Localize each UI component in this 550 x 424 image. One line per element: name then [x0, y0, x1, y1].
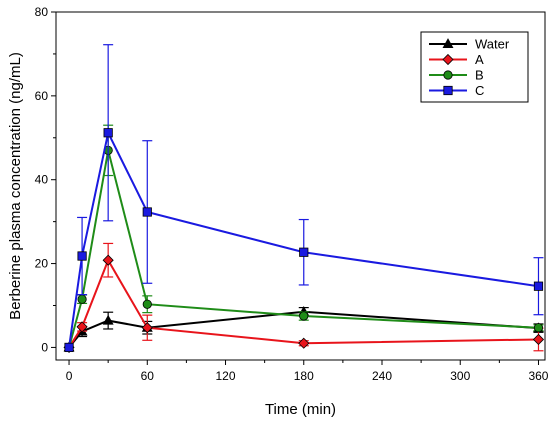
legend-entry-b: B: [429, 68, 484, 83]
series-line: [68, 129, 539, 348]
legend-label: Water: [475, 37, 510, 52]
legend-marker: [442, 38, 454, 48]
x-tick-label: 360: [528, 369, 548, 383]
legend-label: C: [475, 83, 484, 98]
legend-entry-water: Water: [429, 37, 510, 52]
legend-label: B: [475, 68, 484, 83]
data-point: [76, 321, 88, 333]
data-point: [533, 323, 544, 333]
y-tick-label: 20: [35, 257, 49, 271]
series-line: [68, 150, 539, 348]
x-axis-title: Time (min): [265, 401, 336, 418]
series-layer: [63, 44, 545, 353]
data-point: [299, 311, 309, 321]
data-point: [299, 247, 309, 257]
data-point: [533, 281, 544, 291]
legend-marker: [442, 53, 454, 66]
legend-label: A: [475, 52, 484, 67]
data-point: [77, 294, 87, 304]
data-point: [532, 333, 545, 346]
series-c: [64, 44, 544, 353]
x-tick-label: 0: [66, 369, 73, 383]
y-tick-label: 0: [41, 340, 48, 354]
legend-entry-a: A: [429, 52, 484, 67]
x-tick-label: 300: [450, 369, 470, 383]
data-point: [103, 128, 113, 138]
data-point: [102, 254, 114, 266]
series-line: [68, 257, 539, 348]
y-tick-label: 40: [35, 173, 49, 187]
legend-marker: [443, 70, 453, 80]
plot-frame: [55, 11, 546, 361]
y-tick-label: 80: [35, 5, 49, 19]
axes-layer: 0 60 120 180 240 300 360 0 20 40 60 80: [35, 5, 549, 383]
legend-marker: [443, 85, 453, 96]
data-point: [298, 337, 310, 349]
data-point: [102, 314, 114, 325]
x-tick-label: 180: [294, 369, 314, 383]
y-axis-title: Berberine plasma concentration (ng/mL): [7, 52, 24, 320]
data-point: [141, 322, 153, 334]
x-tick-label: 240: [372, 369, 392, 383]
data-point: [142, 207, 152, 217]
plot-area: [55, 11, 546, 361]
data-point: [77, 251, 87, 261]
data-point: [142, 299, 152, 309]
data-point: [64, 342, 74, 353]
y-tick-label: 60: [35, 89, 49, 103]
x-tick-label: 60: [141, 369, 155, 383]
legend-entry-c: C: [429, 83, 484, 98]
x-tick-label: 120: [216, 369, 236, 383]
